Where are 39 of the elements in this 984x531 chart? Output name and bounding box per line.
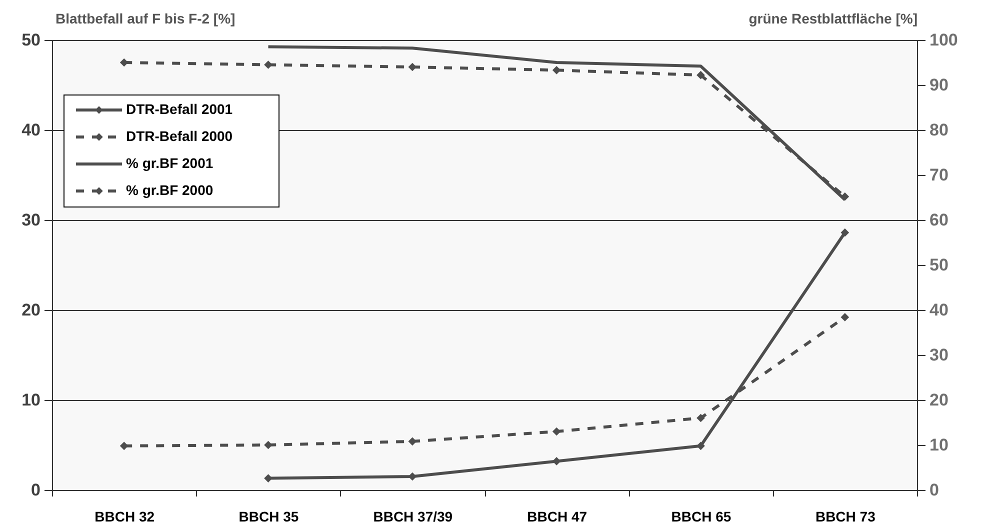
y-tick-label: 20 xyxy=(22,300,40,320)
x-tick-label: BBCH 35 xyxy=(238,508,299,524)
x-tick-label: BBCH 47 xyxy=(527,508,588,524)
point xyxy=(696,442,705,450)
point xyxy=(552,457,561,466)
point xyxy=(264,440,272,450)
y-tick-label: 40 xyxy=(22,120,40,140)
y2-tick-label: 0 xyxy=(930,480,939,500)
x-tick-label: BBCH 65 xyxy=(671,508,732,524)
y2-tick-label: 50 xyxy=(930,256,948,274)
legend-label: % gr.BF 2001 xyxy=(126,155,214,171)
y-tick-label: 10 xyxy=(22,390,40,410)
y-tick-label: 30 xyxy=(22,210,40,230)
y2-tick-label: 80 xyxy=(930,120,948,140)
x-tick-label: BBCH 73 xyxy=(815,508,876,524)
legend-label: DTR-Befall 2000 xyxy=(126,128,233,144)
point xyxy=(552,427,561,436)
y2-tick-label: 40 xyxy=(930,300,948,320)
point xyxy=(840,313,850,322)
y-tick-label: 0 xyxy=(31,480,40,500)
x-tick-label: BBCH 37/39 xyxy=(373,508,453,524)
legend-label: % gr.BF 2000 xyxy=(126,182,214,198)
y2-tick-label: 30 xyxy=(930,346,948,364)
y2-tick-label: 90 xyxy=(930,76,948,94)
y-axis-title: Blattbefall auf F bis F-2 [%] xyxy=(56,10,236,26)
y2-tick-label: 100 xyxy=(930,30,958,50)
point xyxy=(264,60,272,69)
y2-tick-label: 10 xyxy=(930,436,948,454)
y2-axis-title: grüne Restblattfläche [%] xyxy=(748,10,918,26)
y2-tick-label: 70 xyxy=(930,166,948,184)
point xyxy=(264,474,272,482)
y-tick-label: 50 xyxy=(22,30,40,50)
legend-label: DTR-Befall 2001 xyxy=(126,101,233,117)
x-tick-label: BBCH 32 xyxy=(94,508,155,524)
point xyxy=(840,228,850,237)
point xyxy=(696,414,705,422)
point xyxy=(696,70,705,80)
y2-tick-label: 20 xyxy=(930,390,948,410)
y2-tick-label: 60 xyxy=(930,210,948,230)
